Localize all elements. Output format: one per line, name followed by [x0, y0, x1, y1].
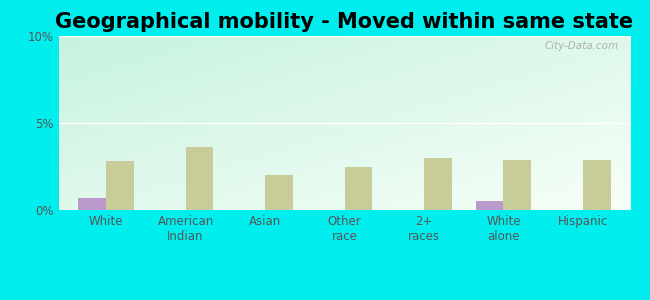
Bar: [424, 158, 452, 210]
Bar: [344, 167, 372, 210]
Bar: [186, 147, 213, 210]
Bar: [503, 160, 531, 210]
Bar: [583, 160, 610, 210]
Bar: [79, 198, 106, 210]
Bar: [476, 201, 503, 210]
Bar: [265, 175, 293, 210]
Text: City-Data.com: City-Data.com: [545, 41, 619, 51]
Title: Geographical mobility - Moved within same state: Geographical mobility - Moved within sam…: [55, 12, 634, 32]
Bar: [106, 161, 134, 210]
